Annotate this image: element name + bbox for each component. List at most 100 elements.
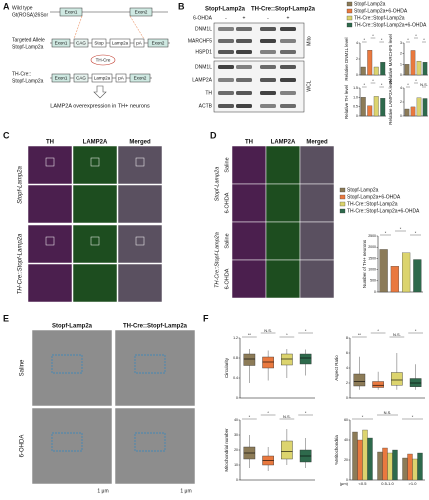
inset-box	[135, 236, 145, 246]
b-treatment: 6-OHDA	[193, 15, 213, 21]
bar	[362, 429, 368, 481]
y-tick-label: 60	[344, 418, 348, 422]
y-tick-label: 0	[346, 478, 348, 482]
legend-swatch	[346, 22, 353, 28]
treatment-label: 6-OHDA	[224, 268, 230, 289]
blot-band	[236, 91, 252, 95]
blot-row-label: HSPD1	[195, 49, 212, 55]
y-tick-label: 20	[344, 458, 348, 462]
blot-band	[236, 104, 252, 108]
y-tick-label: 1.0	[353, 95, 358, 99]
micrograph	[72, 263, 118, 303]
micrograph	[72, 184, 118, 224]
sig-label: *	[412, 414, 414, 419]
b-sign: -	[267, 15, 269, 21]
legend-label: Stopf-Lamp2a+6-OHDA	[354, 8, 408, 14]
blot-band	[218, 91, 234, 95]
row-label: 6-OHDA	[20, 435, 26, 458]
gene-box-label: Lamp2a	[112, 40, 129, 45]
a-text: TH-Cre::	[12, 71, 31, 77]
blot-band	[260, 39, 276, 43]
y-tick-label: 0.5	[353, 105, 358, 109]
blot-row-label: LAMP2A	[192, 77, 212, 83]
box	[262, 356, 274, 369]
a-text: TH-Cre	[96, 57, 111, 62]
y-tick-label: 6	[346, 351, 348, 355]
micrograph	[265, 145, 301, 185]
micrograph	[27, 224, 73, 264]
roi-box	[51, 354, 83, 374]
y-tick-label: 0	[374, 290, 376, 294]
y-tick-label: 20	[234, 448, 238, 452]
micrograph	[265, 259, 301, 299]
sig-label: *	[423, 37, 425, 42]
sig-label: *	[364, 37, 366, 42]
sig-label: *	[364, 82, 366, 87]
blot-band	[280, 78, 296, 82]
sig-label: N.S.	[264, 328, 272, 333]
gene-box	[73, 38, 89, 48]
em-image	[114, 329, 196, 407]
gene-box	[91, 38, 107, 48]
scale-label: 1 μm	[97, 488, 108, 494]
micrograph	[72, 145, 118, 185]
x-tick-label: <0.5	[359, 481, 368, 486]
a-text: Stopf-Lamp2a	[12, 78, 44, 84]
blot-row-label: ACTB	[199, 103, 213, 109]
y-axis-label: Relative MARCHF5 level	[388, 34, 393, 84]
em-image	[31, 329, 113, 407]
y-tick-label: 0	[356, 114, 358, 118]
sig-label: N.S.	[420, 82, 428, 87]
blot-band	[236, 39, 252, 43]
gene-box-label: Exon1	[55, 40, 68, 45]
gene-box-label: Exon2	[134, 75, 147, 80]
micrograph	[299, 259, 335, 299]
micrograph	[299, 145, 335, 185]
gene-box	[115, 73, 127, 83]
box	[353, 373, 366, 387]
sig-label: *	[400, 226, 402, 231]
a-text: LAMP2A overexpression in TH+ neurons	[50, 103, 150, 109]
legend-swatch	[346, 8, 353, 14]
blot-frame	[213, 60, 305, 113]
y-tick-label: 4	[400, 86, 402, 90]
gene-box	[91, 73, 113, 83]
legend-label: TH-Cre::Stopf-Lamp2a+6-OHDA	[354, 22, 427, 28]
blot-band	[218, 104, 234, 108]
inset-box	[135, 157, 145, 167]
sig-label: **	[248, 332, 252, 337]
row-label: TH-Cre::Stopf-Lamp2a	[18, 233, 24, 294]
y-tick-label: 3	[400, 41, 402, 45]
micrograph	[117, 224, 163, 264]
y-tick-label: 8	[346, 336, 348, 340]
micrograph	[231, 221, 267, 261]
y-tick-label: 0	[236, 478, 238, 482]
y-tick-label: 10	[234, 463, 238, 467]
column-header: TH	[245, 140, 253, 146]
micrograph	[27, 263, 73, 303]
a-text: Stopf-Lamp2a	[12, 44, 44, 50]
legend-swatch	[339, 194, 346, 200]
legend-swatch	[339, 201, 346, 207]
gene-box-label: Lamp2a	[94, 75, 111, 80]
y-tick-label: 0	[236, 396, 238, 400]
y-tick-label: 0	[400, 73, 402, 77]
legend-label: Stopf-Lamp2a+6-OHDA	[347, 194, 401, 200]
roi-box	[134, 354, 166, 374]
em-image	[31, 407, 113, 485]
bar	[392, 449, 398, 481]
y-tick-label: 0	[356, 73, 358, 77]
sig-label: *	[381, 82, 383, 87]
panel-label: D	[210, 130, 217, 140]
micrograph	[27, 184, 73, 224]
b-sign: +	[287, 15, 290, 21]
legend-swatch	[339, 187, 346, 193]
bar	[422, 98, 428, 117]
gene-box	[133, 38, 145, 48]
gene-box-label: Exon2	[135, 9, 148, 14]
treatment-label: Saline	[224, 157, 230, 172]
sig-label: *	[407, 37, 409, 42]
blot-band	[236, 65, 252, 69]
y-tick-label: 0.8	[233, 356, 238, 360]
micrograph	[117, 263, 163, 303]
